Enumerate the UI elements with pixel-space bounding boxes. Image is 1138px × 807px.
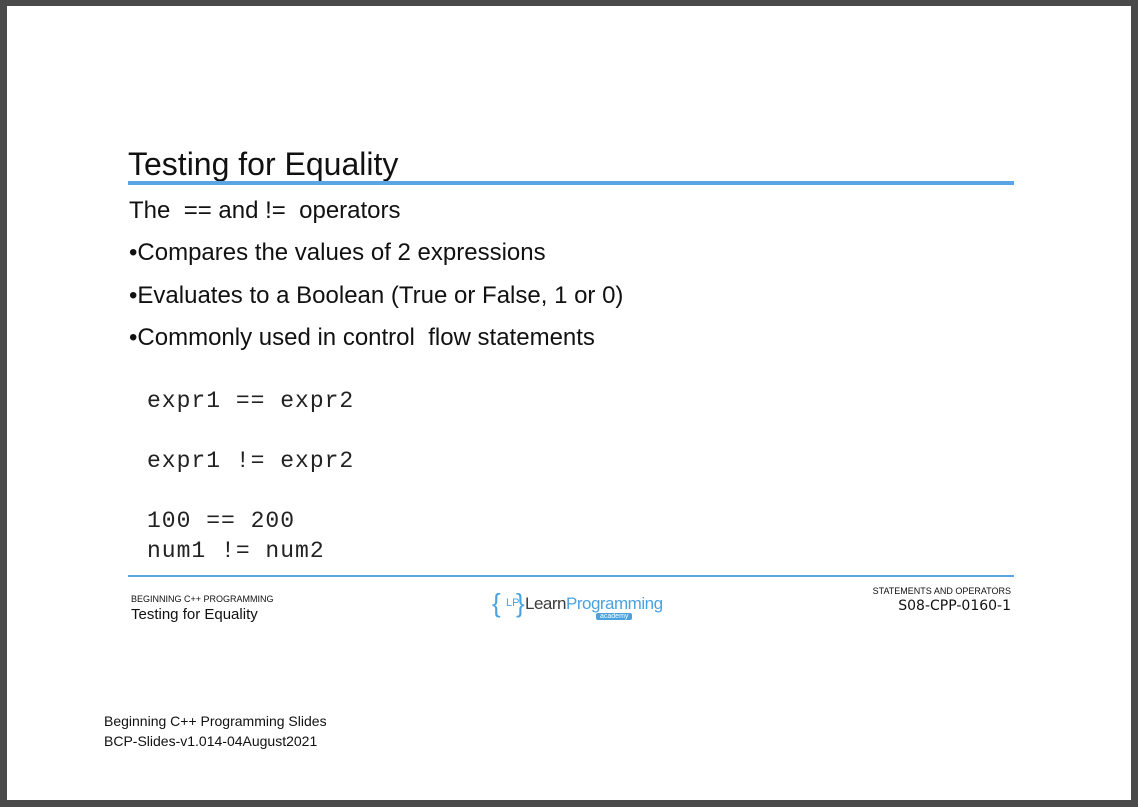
doc-meta-title: Beginning C++ Programming Slides bbox=[104, 713, 327, 729]
code-line: 100 == 200 bbox=[147, 508, 296, 534]
footer-slide-id: S08-CPP-0160-1 bbox=[898, 598, 1011, 614]
code-line: expr1 == expr2 bbox=[147, 388, 355, 414]
bullet-compares: •Compares the values of 2 expressions bbox=[129, 239, 546, 266]
footer-course-label: BEGINNING C++ PROGRAMMING bbox=[131, 594, 274, 604]
bullet-commonly-used: •Commonly used in control flow statement… bbox=[129, 324, 595, 351]
brace-right-icon: } bbox=[516, 588, 525, 618]
learnprogramming-logo: { LP } LearnProgramming academy bbox=[492, 588, 663, 622]
slide-page: Testing for Equality The == and != opera… bbox=[7, 6, 1131, 800]
logo-programming: Programming bbox=[565, 594, 663, 613]
logo-learn: Learn bbox=[525, 594, 566, 613]
footer-divider bbox=[128, 575, 1014, 577]
logo-wordmark: LearnProgramming bbox=[525, 594, 663, 614]
code-line: num1 != num2 bbox=[147, 538, 325, 564]
title-underline bbox=[128, 181, 1014, 185]
bullet-evaluates: •Evaluates to a Boolean (True or False, … bbox=[129, 282, 624, 309]
intro-line: The == and != operators bbox=[129, 197, 401, 224]
logo-lp: LP bbox=[506, 597, 520, 609]
brace-left-icon: { bbox=[492, 588, 501, 618]
footer-topic: Testing for Equality bbox=[131, 606, 258, 623]
logo-academy: academy bbox=[596, 613, 633, 620]
footer-section-label: STATEMENTS AND OPERATORS bbox=[872, 586, 1011, 596]
doc-meta-version: BCP-Slides-v1.014-04August2021 bbox=[104, 733, 318, 749]
code-line: expr1 != expr2 bbox=[147, 448, 355, 474]
slide-title: Testing for Equality bbox=[128, 146, 399, 182]
